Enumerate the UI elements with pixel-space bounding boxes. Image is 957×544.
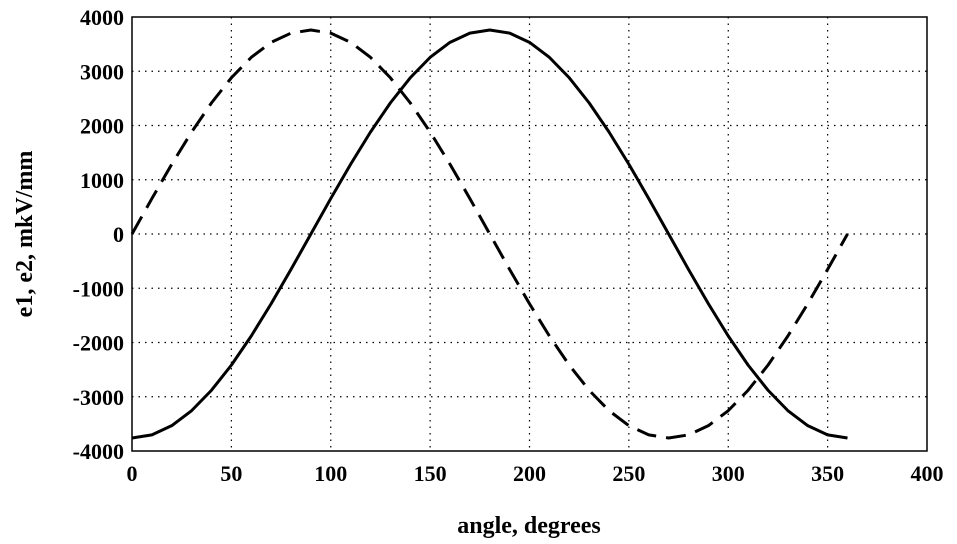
plot-frame — [131, 16, 928, 452]
x-tick-label: 0 — [127, 461, 138, 486]
y-tick-label: -3000 — [73, 385, 124, 410]
x-tick-label: 200 — [513, 461, 546, 486]
series-line-1-solid — [131, 28, 848, 440]
x-tick-label: 50 — [220, 461, 242, 486]
y-tick-label: 2000 — [80, 114, 124, 139]
x-tick-label: 250 — [612, 461, 645, 486]
x-tick-label: 350 — [811, 461, 844, 486]
y-tick-label: -2000 — [73, 331, 124, 356]
x-axis-title: angle, degrees — [457, 513, 601, 539]
y-tick-label: -4000 — [73, 439, 124, 464]
series-line-2-dashed — [130, 28, 849, 440]
x-tick-label: 100 — [314, 461, 347, 486]
y-axis-title: e1, e2, mkV/mm — [12, 151, 38, 318]
x-tick-label: 300 — [712, 461, 745, 486]
x-tick-label: 150 — [414, 461, 447, 486]
series-group — [130, 28, 849, 440]
y-tick-label: -1000 — [73, 276, 124, 301]
y-tick-label: 0 — [113, 222, 124, 247]
y-tick-labels: 4000 3000 2000 1000 0 -1000 -2000 -3000 -4000 — [73, 5, 124, 464]
x-tick-label: 400 — [911, 461, 944, 486]
y-tick-label: 1000 — [80, 168, 124, 193]
y-tick-label: 4000 — [80, 5, 124, 30]
y-tick-label: 3000 — [80, 59, 124, 84]
grid-lines — [132, 17, 927, 451]
x-tick-labels: 0 50 100 150 200 250 300 350 400 — [127, 461, 944, 486]
